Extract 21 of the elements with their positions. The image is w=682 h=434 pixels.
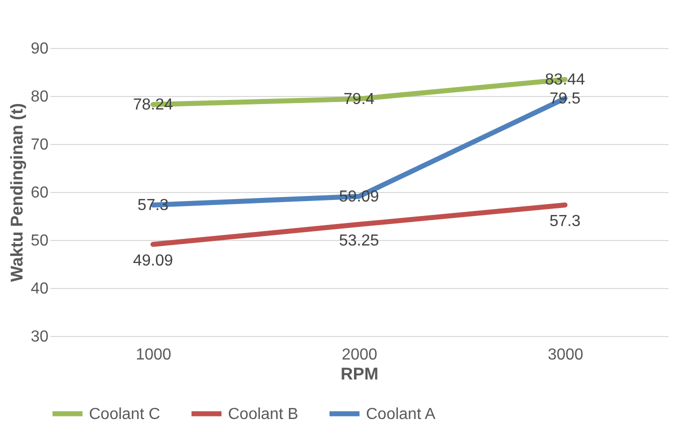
y-tick-label: 50 (30, 232, 49, 250)
legend-label: Coolant B (228, 406, 298, 423)
y-tick-label: 80 (30, 88, 49, 106)
data-label: 57.3 (137, 196, 169, 214)
data-label: 49.09 (132, 252, 174, 270)
data-label: 78.24 (132, 96, 174, 114)
legend-label: Coolant C (89, 406, 160, 423)
data-label: 53.25 (338, 232, 380, 250)
x-tick-label: 3000 (548, 346, 584, 364)
data-label: 57.3 (549, 212, 581, 230)
data-label: 83.44 (544, 71, 586, 88)
x-axis-title: RPM (340, 364, 378, 384)
legend-label: Coolant A (366, 406, 436, 423)
x-tick-label: 2000 (342, 346, 378, 364)
y-tick-label: 30 (30, 328, 49, 346)
y-tick-label: 60 (30, 184, 49, 202)
y-tick-label: 70 (30, 136, 49, 154)
y-tick-label: 90 (30, 40, 49, 58)
x-tick-label: 1000 (136, 346, 172, 364)
y-axis-title: Waktu Pendinginan (t) (8, 103, 27, 282)
y-tick-label: 40 (30, 280, 49, 298)
